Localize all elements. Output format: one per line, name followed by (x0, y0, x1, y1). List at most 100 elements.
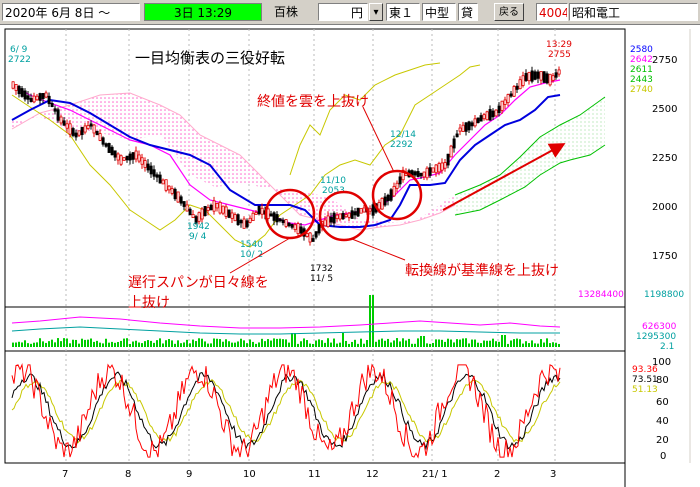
candle-body (533, 71, 537, 80)
marker-10-2: 10/ 2 (240, 250, 263, 260)
candle-body (305, 233, 309, 237)
volume-bar (324, 342, 326, 347)
candle-body (518, 79, 522, 90)
price-tick-2000: 2000 (652, 202, 677, 213)
volume-bar (162, 343, 164, 347)
x-tick-10: 10 (243, 469, 256, 480)
candle-body (38, 93, 42, 101)
stock-code-input[interactable]: 4004 (536, 3, 568, 21)
candle-body (200, 208, 204, 220)
volume-bar (429, 343, 431, 347)
volume-bar (195, 341, 197, 347)
volume-bar (408, 338, 410, 347)
volume-bar (42, 341, 44, 347)
candle-body (218, 201, 222, 214)
volume-bar (150, 340, 152, 347)
candle-body (458, 127, 462, 132)
candle-body (491, 110, 495, 118)
legend-value-lagging: 2740 (630, 85, 653, 95)
volume-bar (489, 340, 491, 347)
candle-body (26, 95, 30, 100)
candle-body (23, 90, 27, 100)
volume-bar (99, 342, 101, 347)
price-tick-1750: 1750 (652, 251, 677, 262)
volume-bar (69, 343, 71, 347)
candle-body (107, 143, 111, 153)
volume-bar (15, 342, 17, 347)
candle-body (56, 109, 60, 121)
legend-value-span-b: 2443 (630, 75, 653, 85)
volume-bar (402, 338, 404, 347)
toolbar: 2020年 6月 8日 ～ 3日 13:29 百株 円 ▾ 東１ 中型 貸 戻る… (0, 0, 700, 25)
candle-body (158, 174, 162, 184)
volume-bar (480, 343, 482, 347)
candle-body (191, 214, 195, 218)
candle-body (350, 210, 354, 219)
candle-body (497, 105, 501, 114)
candle-body (284, 219, 288, 227)
price-axis: 2750 2500 2250 2000 1750 (652, 55, 677, 262)
volume-bar (354, 339, 356, 347)
volume-bar (333, 338, 335, 347)
marker-last-time: 13:29 (546, 40, 572, 50)
volume-bar (390, 342, 392, 347)
candle-body (47, 95, 51, 105)
cloud-pink-area (12, 93, 455, 230)
candle-body (470, 122, 474, 127)
candle-body (488, 109, 492, 121)
candle-body (245, 220, 249, 228)
volume-bar (492, 338, 494, 347)
volume-bar (459, 339, 461, 347)
marker-12-14: 12/14 (390, 130, 416, 140)
volume-bar (453, 342, 455, 347)
candle-body (455, 133, 459, 138)
volume-bar (54, 342, 56, 347)
candle-body (188, 208, 192, 216)
candle-body (281, 219, 285, 224)
volume-bar (264, 341, 266, 347)
x-tick-7: 7 (62, 469, 68, 480)
start-date-field[interactable]: 2020年 6月 8日 ～ (2, 3, 140, 21)
marker-1942: 1942 (187, 222, 210, 232)
candle-body (338, 213, 342, 220)
volume-bar (528, 343, 530, 347)
candle-body (440, 162, 444, 171)
volume-bar (12, 342, 14, 347)
currency-select[interactable]: 円 (318, 3, 368, 21)
volume-bar (111, 341, 113, 347)
candle-body (389, 189, 393, 201)
candle-body (431, 167, 435, 173)
volume-bar (63, 338, 65, 347)
candle-body (80, 126, 84, 136)
candle-body (557, 69, 561, 75)
volume-bar (189, 343, 191, 347)
stochastic-k-line (11, 363, 561, 459)
candle-body (341, 212, 345, 220)
volume-bar (468, 343, 470, 347)
candle-body (422, 171, 426, 178)
candle-body (551, 75, 555, 81)
candle-body (272, 212, 276, 221)
volume-bar (336, 343, 338, 347)
volume-bar (318, 339, 320, 347)
volume-bar (537, 343, 539, 347)
candle-body (32, 95, 36, 103)
candle-body (113, 150, 117, 158)
marker-1540: 1540 (240, 240, 263, 250)
volume-bar (228, 341, 230, 347)
candle-body (287, 222, 291, 227)
volume-bar (108, 342, 110, 347)
volume-bar (225, 339, 227, 347)
volume-bar (156, 340, 158, 347)
volume-average-line (11, 316, 561, 329)
volume-bar (165, 340, 167, 347)
back-button[interactable]: 戻る (494, 3, 524, 21)
volume-bar (555, 342, 557, 347)
candle-body (89, 123, 93, 127)
volume-bar (138, 342, 140, 347)
marker-2292: 2292 (390, 140, 413, 150)
volume-bar (159, 338, 161, 347)
currency-dropdown-icon[interactable]: ▾ (369, 3, 383, 21)
candle-body (44, 92, 48, 98)
end-datetime-field[interactable]: 3日 13:29 (144, 3, 262, 21)
